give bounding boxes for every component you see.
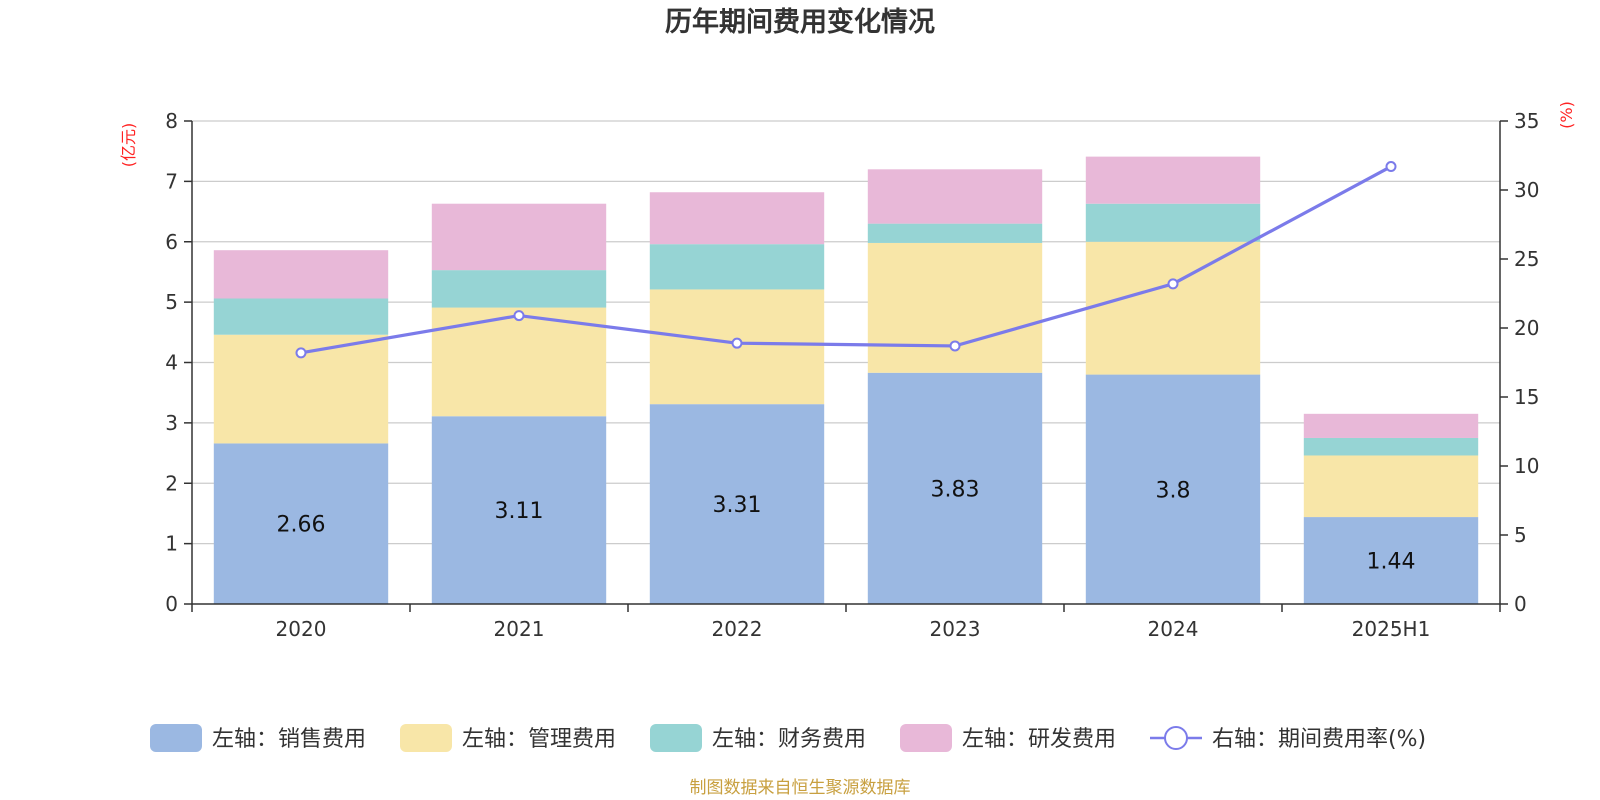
left-tick-label: 5 [165,290,178,314]
rate-point [1167,278,1179,290]
legend-marker-icon [1164,726,1188,750]
bars [213,156,1479,604]
x-tick-label: 2021 [494,617,545,641]
bar-segment [1303,413,1479,438]
bar-value-label: 3.11 [495,499,544,524]
rate-line [295,161,1397,359]
rate-point [295,347,307,359]
bar-segment [1303,455,1479,518]
left-tick-label: 1 [165,532,178,556]
bar-segment [867,223,1043,243]
left-tick-label: 0 [165,592,178,616]
data-labels: 2.66 3.11 3.31 3.83 3.8 1.44 [277,477,1416,574]
bar-segment [213,250,389,299]
bar-segment [867,372,1043,604]
x-tick-label: 2022 [712,617,763,641]
bar-segment [431,416,607,604]
legend-swatch [650,724,702,752]
rate-line-path [300,165,1392,355]
right-tick-label: 0 [1514,592,1527,616]
left-tick-label: 7 [165,169,178,193]
right-tick-label: 25 [1514,247,1539,271]
bar-segment [213,443,389,604]
legend: 左轴：销售费用 左轴：管理费用 左轴：财务费用 左轴：研发费用 右轴：期间费用率(%) [150,724,1426,752]
bar-segment [867,242,1043,373]
bar-segment [867,169,1043,224]
legend-swatch [900,724,952,752]
right-axis-unit: (%) [1557,101,1576,129]
x-tick-label: 2023 [930,617,981,641]
bar-segment [1303,517,1479,604]
legend-label: 左轴：管理费用 [462,727,616,752]
bar-segment [431,203,607,271]
bar-segment [1303,437,1479,456]
bar-value-label: 3.8 [1156,478,1191,503]
bar-segment [1085,203,1261,242]
rate-point [1385,161,1397,173]
right-tick-label: 15 [1514,385,1539,409]
bar-value-label: 3.31 [713,493,762,518]
legend-swatch [400,724,452,752]
right-tick-label: 20 [1514,316,1539,340]
right-tick-label: 30 [1514,178,1539,202]
legend-label: 右轴：期间费用率(%) [1212,727,1426,752]
right-tick-label: 35 [1514,109,1539,133]
axes: 0 1 2 3 4 5 6 7 8 0 5 10 15 20 25 30 35 2020 2021 2022 2023 2… [165,109,1539,641]
source-note: 制图数据来自恒生聚源数据库 [690,778,911,798]
gridlines [192,120,1500,545]
rate-point [949,340,961,352]
bar-segment [649,244,825,290]
right-tick-label: 5 [1514,523,1527,547]
bar-segment [1085,241,1261,375]
bar-segment [431,270,607,308]
bar-segment [649,192,825,245]
x-tick-label: 2025H1 [1352,617,1431,641]
rate-point [513,310,525,322]
bar-value-label: 3.83 [931,477,980,502]
left-tick-label: 8 [165,109,178,133]
bar-value-label: 2.66 [277,513,326,538]
rate-point [731,337,743,349]
legend-label: 左轴：销售费用 [212,727,366,752]
legend-swatch [150,724,202,752]
left-axis-unit: (亿元) [119,123,138,168]
x-tick-label: 2024 [1148,617,1199,641]
bar-segment [649,404,825,604]
bar-segment [213,298,389,335]
x-tick-label: 2020 [276,617,327,641]
legend-label: 左轴：财务费用 [712,727,866,752]
right-tick-label: 10 [1514,454,1539,478]
bar-segment [1085,156,1261,204]
chart-title: 历年期间费用变化情况 [665,6,935,38]
left-tick-label: 2 [165,471,178,495]
left-tick-label: 4 [165,351,178,375]
bar-value-label: 1.44 [1367,550,1416,575]
left-tick-label: 3 [165,411,178,435]
legend-label: 左轴：研发费用 [962,727,1116,752]
bar-segment [1085,374,1261,604]
left-tick-label: 6 [165,230,178,254]
